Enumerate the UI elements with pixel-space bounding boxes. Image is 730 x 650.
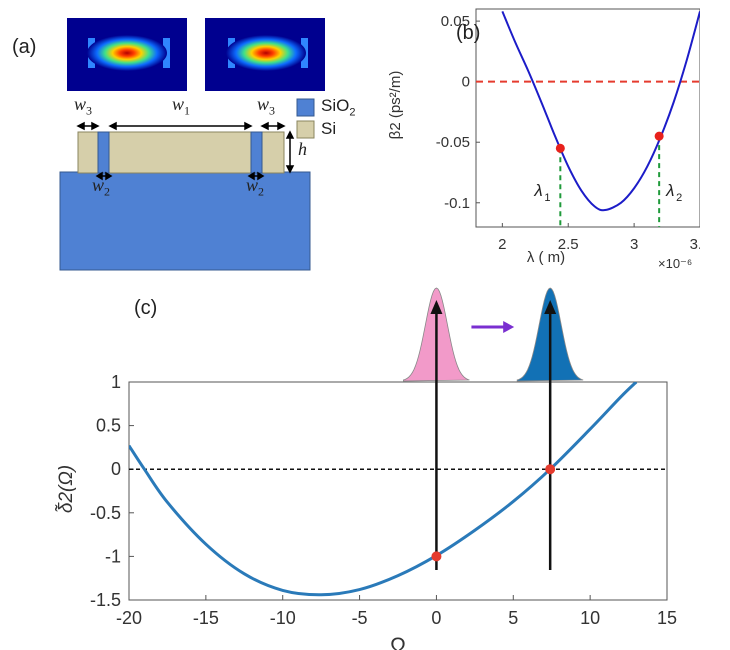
x-multiplier-b: ×10⁻⁶ [658, 256, 692, 271]
x-axis-label-b: λ ( m) [527, 249, 565, 266]
frequency-shift-arrowhead [503, 321, 515, 333]
panel-b-label: (b) [456, 22, 481, 44]
panel-c-chart: -20 -15 -10 -5 0 5 10 15 1 0.5 0 -0.5 -1 -1.5 Ωδ̃2(Ω) [55, 287, 677, 650]
plot-frame-c [128, 381, 668, 601]
y-axis-label-b: β2 (ps²/m) [387, 71, 404, 140]
mode-profile-image-1 [67, 18, 187, 91]
y-tick-label-c: -1.5 [90, 590, 121, 610]
x-tick-label-c: -5 [352, 608, 368, 628]
y-tick-label-b: -0.05 [436, 134, 470, 151]
dim-h: h [298, 139, 307, 159]
x-tick-label-c: -20 [116, 608, 142, 628]
y-tick-label-b: 0 [462, 74, 470, 91]
vertical-arrowhead-1 [430, 300, 443, 314]
sio2-substrate [59, 171, 311, 271]
dim-w2-left: w2 [92, 175, 111, 199]
y-axis-label-c: δ̃2(Ω) [55, 465, 77, 513]
panel-c-label: (c) [134, 297, 158, 319]
zero-gvd-point-2 [654, 131, 664, 141]
lambda2-sub: 2 [676, 192, 682, 204]
si-waveguide [77, 131, 285, 174]
legend-swatch-sio2 [296, 98, 315, 117]
legend-swatch-si [296, 120, 315, 139]
x-tick-label-b: 3.5 [690, 236, 700, 253]
phase-match-point-2 [545, 464, 556, 475]
legend-label-sio2: SiO2 [321, 96, 356, 119]
panel-a-figure [59, 18, 325, 271]
lambda1-label: λ [533, 181, 542, 200]
vertical-arrowhead-2 [544, 300, 557, 314]
x-tick-label-c: -10 [270, 608, 296, 628]
dim-w2-right: w2 [246, 175, 265, 199]
y-tick-label-b: -0.1 [444, 195, 470, 212]
x-tick-label-c: -15 [193, 608, 219, 628]
dim-w1: w1 [172, 94, 191, 118]
x-tick-label-c: 10 [580, 608, 600, 628]
slot-left [97, 131, 110, 174]
x-tick-label-b: 2.5 [558, 236, 579, 253]
y-tick-label-b: 0.05 [441, 13, 470, 30]
x-tick-label-c: 15 [657, 608, 677, 628]
x-tick-label-c: 0 [431, 608, 441, 628]
y-tick-label-c: 1 [111, 372, 121, 392]
y-tick-label-c: 0.5 [96, 416, 121, 436]
beta2-curve [501, 11, 700, 212]
dim-w3-right: w3 [257, 94, 276, 118]
plot-frame-b [475, 8, 700, 228]
slot-right [250, 131, 263, 174]
y-tick-label-c: 0 [111, 459, 121, 479]
dim-w3-left: w3 [74, 94, 93, 118]
y-tick-label-c: -0.5 [90, 503, 121, 523]
panel-a-label: (a) [12, 36, 37, 58]
x-tick-label-b: 3 [630, 236, 638, 253]
legend-label-si: Si [321, 119, 337, 138]
delta2-curve [129, 382, 638, 597]
x-tick-label-c: 5 [508, 608, 518, 628]
zero-gvd-point-1 [555, 143, 565, 153]
x-axis-label-c: Ω [390, 634, 406, 650]
mode-profile-image-2 [205, 18, 325, 91]
lambda1-sub: 1 [544, 192, 550, 204]
lambda2-label: λ [665, 181, 674, 200]
y-tick-label-c: -1 [105, 546, 121, 566]
x-tick-label-b: 2 [498, 236, 506, 253]
phase-match-point-1 [431, 551, 442, 562]
